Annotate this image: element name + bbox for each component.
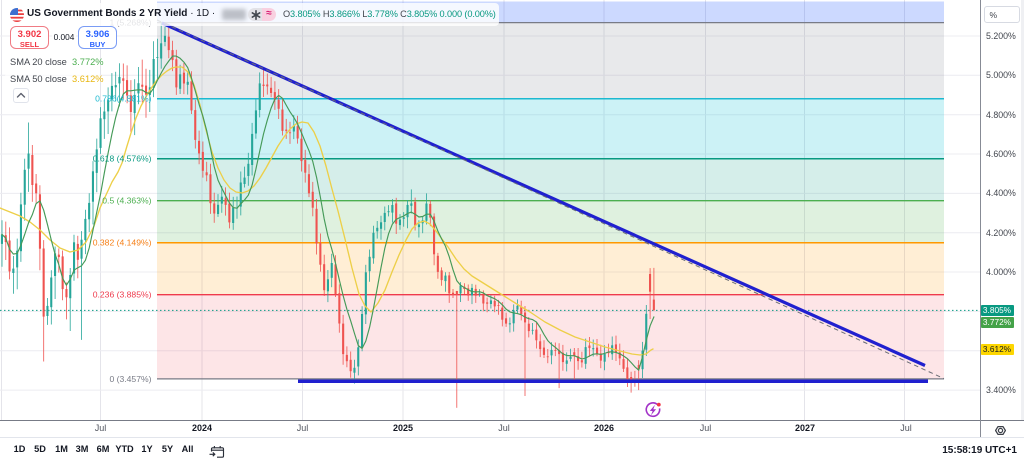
svg-text:0.236 (3.885%): 0.236 (3.885%) [93, 290, 152, 300]
svg-text:0.786(4.881%): 0.786(4.881%) [95, 94, 152, 104]
svg-text:0.5 (4.363%): 0.5 (4.363%) [102, 196, 151, 206]
svg-text:0.618 (4.576%): 0.618 (4.576%) [93, 154, 152, 164]
svg-text:0.382 (4.149%): 0.382 (4.149%) [93, 238, 152, 248]
svg-text:0 (3.457%): 0 (3.457%) [109, 374, 151, 384]
